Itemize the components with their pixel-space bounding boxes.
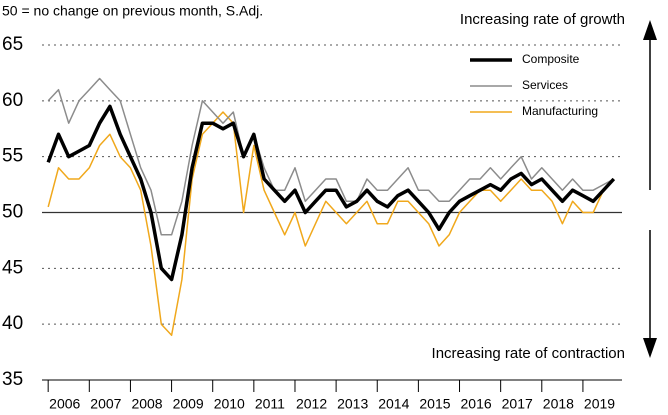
y-tick-label: 45 [2, 257, 23, 278]
y-tick-label: 40 [2, 313, 23, 334]
x-tick-label: 2007 [90, 396, 121, 412]
x-tick-label: 2016 [461, 396, 492, 412]
x-tick-label: 2014 [378, 396, 409, 412]
annotation: Increasing rate of contraction [432, 345, 625, 362]
series-line [46, 104, 616, 282]
legend-label: Composite [522, 52, 580, 66]
annotation: Increasing rate of growth [460, 11, 625, 28]
subtitle: 50 = no change on previous month, S.Adj. [2, 3, 263, 19]
x-tick-label: 2008 [131, 396, 162, 412]
x-tick-label: 2009 [173, 396, 204, 412]
x-tick-label: 2018 [543, 396, 574, 412]
x-tick-label: 2019 [584, 396, 615, 412]
series-line [47, 77, 615, 236]
x-tick-label: 2015 [419, 396, 450, 412]
y-tick-label: 65 [2, 34, 23, 55]
y-tick-label: 50 [2, 202, 23, 223]
y-tick-label: 60 [2, 90, 23, 111]
x-tick-label: 2006 [49, 396, 80, 412]
y-tick-label: 35 [2, 369, 23, 390]
x-tick-label: 2011 [255, 396, 285, 412]
x-tick-label: 2013 [337, 396, 368, 412]
series-line [47, 111, 615, 337]
legend-label: Services [522, 78, 568, 92]
legend-label: Manufacturing [522, 104, 598, 118]
x-tick-label: 2012 [296, 396, 327, 412]
x-tick-label: 2010 [214, 396, 245, 412]
arrows [643, 20, 657, 358]
y-tick-label: 55 [2, 146, 23, 167]
x-tick-label: 2017 [502, 396, 533, 412]
